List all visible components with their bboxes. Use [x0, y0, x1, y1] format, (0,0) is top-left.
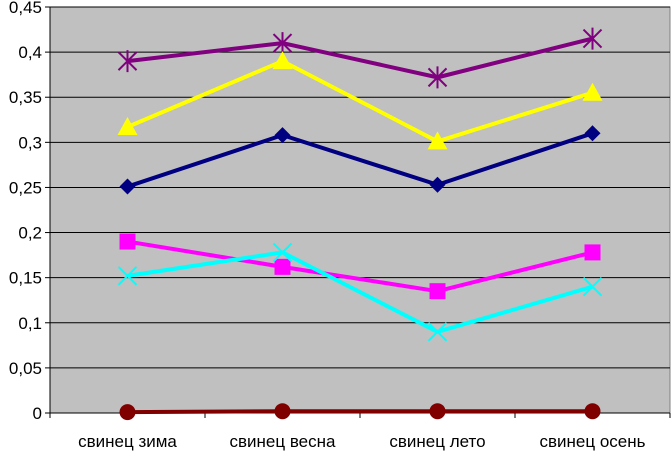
- x-tick-label: свинец весна: [230, 432, 337, 451]
- data-point: [117, 116, 138, 135]
- y-tick-label: 0,25: [9, 178, 42, 197]
- y-tick-labels: 0 0,05 0,1 0,15 0,2 0,25 0,3 0,35 0,4 0,45: [9, 0, 50, 423]
- data-point: [117, 266, 138, 286]
- series-line: [127, 250, 594, 334]
- data-point: [272, 242, 293, 263]
- data-point: [584, 403, 601, 420]
- data-point: [272, 51, 293, 70]
- data-point: [584, 125, 601, 142]
- data-point: [582, 82, 603, 101]
- data-point: [272, 32, 293, 55]
- data-point: [429, 403, 446, 420]
- y-tick-label: 0,35: [9, 88, 42, 107]
- y-tick-label: 0,3: [18, 133, 42, 152]
- y-tick-label: 0: [33, 404, 42, 423]
- data-point: [584, 244, 601, 261]
- series-maroon-circle: [119, 403, 601, 421]
- series-cyan-x: [117, 242, 603, 342]
- data-point: [274, 127, 291, 144]
- series-line: [127, 36, 593, 80]
- plot-area: [49, 6, 671, 414]
- x-tick-label: свинец зима: [78, 432, 177, 451]
- y-tick-label: 0,05: [9, 359, 42, 378]
- data-point: [119, 404, 136, 421]
- data-point: [117, 50, 138, 73]
- data-point: [429, 176, 446, 193]
- data-point: [427, 66, 448, 89]
- series-line: [126, 59, 594, 144]
- data-point: [274, 258, 291, 275]
- series-purple-star: [117, 27, 603, 89]
- data-point: [274, 403, 291, 420]
- y-tick-label: 0,2: [18, 224, 42, 243]
- x-tick-labels: свинец зима свинец весна свинец лето свинец…: [49, 413, 671, 451]
- gridlines: [50, 6, 670, 369]
- x-tick-label: свинец лето: [389, 432, 485, 451]
- series-magenta-square: [119, 233, 601, 300]
- series-line: [127, 239, 593, 294]
- series-navy-diamond: [119, 125, 601, 195]
- series-lines: [117, 27, 603, 421]
- data-point: [582, 27, 603, 50]
- y-tick-label: 0,45: [9, 0, 42, 17]
- y-tick-label: 0,4: [18, 43, 42, 62]
- series-yellow-triangle: [117, 51, 603, 150]
- data-point: [429, 283, 446, 300]
- series-line: [126, 131, 594, 189]
- series-line: [127, 409, 593, 415]
- y-tick-label: 0,15: [9, 269, 42, 288]
- y-tick-label: 0,1: [18, 314, 42, 333]
- data-point: [427, 322, 448, 342]
- data-point: [119, 178, 136, 195]
- data-point: [119, 233, 136, 250]
- data-point: [427, 131, 448, 150]
- data-point: [582, 276, 603, 297]
- x-tick-label: свинец осень: [540, 432, 646, 451]
